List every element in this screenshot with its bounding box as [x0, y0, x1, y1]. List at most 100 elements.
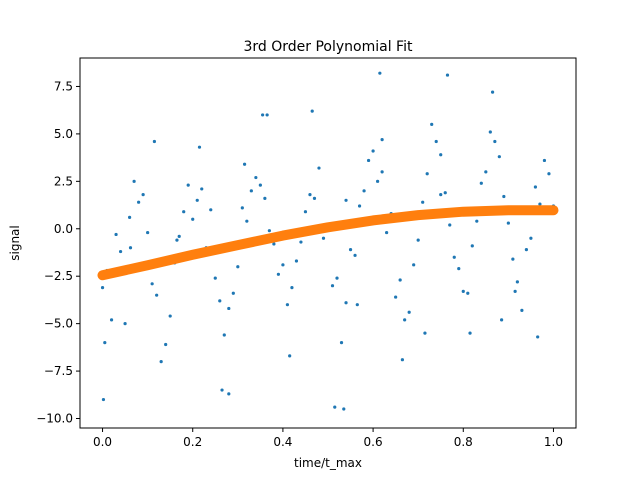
fit-curve	[97, 205, 559, 281]
scatter-point	[213, 276, 217, 280]
scatter-point	[385, 230, 389, 235]
scatter-point	[159, 359, 163, 364]
scatter-point	[182, 210, 186, 214]
scatter-point	[357, 204, 362, 208]
scatter-point	[288, 354, 292, 358]
scatter-point	[353, 253, 357, 257]
x-tick-label: 1.0	[544, 435, 563, 449]
y-tick-label: −10.0	[36, 412, 73, 426]
scatter-point	[457, 267, 461, 271]
scatter-point	[303, 210, 308, 214]
scatter-point	[231, 291, 235, 295]
scatter-point	[272, 242, 276, 246]
scatter-point	[461, 289, 465, 293]
scatter-point	[547, 172, 551, 176]
scatter-point	[276, 272, 280, 276]
y-axis-label: signal	[8, 225, 22, 261]
scatter-point	[118, 249, 123, 254]
scatter-point	[191, 217, 195, 221]
scatter-point	[439, 153, 443, 157]
scatter-point	[285, 303, 290, 307]
scatter-point	[378, 71, 382, 75]
scatter-point	[520, 308, 524, 312]
scatter-point	[312, 196, 317, 201]
scatter-point	[227, 306, 231, 311]
scatter-point	[452, 255, 456, 259]
scatter-point	[155, 293, 159, 297]
scatter-point	[421, 200, 425, 204]
scatter-point	[168, 314, 172, 318]
scatter-point	[258, 183, 262, 187]
scatter-point	[475, 219, 479, 223]
scatter-point	[380, 170, 384, 174]
scatter-point	[479, 181, 483, 185]
scatter-point	[109, 318, 114, 322]
scatter-point	[524, 248, 529, 252]
scatter-point	[538, 202, 542, 206]
scatter-point	[536, 335, 540, 339]
scatter-point	[506, 221, 510, 225]
scatter-point	[466, 291, 470, 295]
x-tick-label: 0.8	[454, 435, 473, 449]
scatter-point	[490, 90, 495, 94]
scatter-point	[511, 257, 515, 261]
scatter-point	[132, 179, 136, 183]
scatter-point	[488, 130, 492, 134]
y-tick-label: 7.5	[54, 79, 73, 93]
scatter-point	[242, 162, 247, 166]
y-tick-label: −7.5	[44, 364, 73, 378]
y-tick-label: 2.5	[54, 174, 73, 188]
scatter-point	[439, 193, 443, 197]
y-tick-label: −2.5	[44, 269, 73, 283]
scatter-point	[240, 206, 244, 210]
scatter-point	[533, 185, 538, 189]
scatter-point	[254, 175, 258, 180]
scatter-point	[376, 179, 380, 183]
fit-line	[97, 205, 559, 281]
scatter-point	[470, 244, 474, 248]
scatter-point	[380, 137, 384, 142]
scatter-point	[245, 219, 249, 223]
scatter-point	[398, 278, 402, 282]
chart-title: 3rd Order Polynomial Fit	[244, 39, 413, 55]
scatter-point	[468, 331, 472, 335]
scatter-point	[342, 407, 346, 411]
scatter-point	[344, 198, 348, 202]
x-tick-label: 0.4	[273, 435, 292, 449]
scatter-point	[114, 232, 118, 237]
scatter-point	[141, 193, 145, 197]
scatter-point	[263, 196, 267, 201]
scatter-point	[267, 229, 271, 233]
scatter-point	[310, 109, 314, 113]
scatter-points	[100, 71, 556, 411]
x-axis: 0.0 0.2 0.4 0.6 0.8 1.0	[93, 428, 563, 449]
scatter-point	[333, 405, 337, 409]
scatter-point	[186, 183, 190, 187]
scatter-point	[290, 285, 294, 290]
scatter-point	[412, 263, 416, 267]
scatter-point	[317, 166, 321, 170]
scatter-point	[348, 248, 353, 252]
scatter-point	[339, 341, 344, 345]
y-tick-label: −5.0	[44, 317, 73, 331]
scatter-point	[177, 234, 181, 238]
scatter-point	[137, 200, 141, 204]
scatter-point	[448, 223, 452, 227]
scatter-point	[502, 194, 506, 199]
scatter-point	[335, 276, 339, 280]
scatter-point	[218, 299, 222, 303]
scatter-point	[150, 282, 154, 286]
scatter-point	[281, 263, 285, 267]
scatter-point	[164, 342, 168, 347]
scatter-point	[344, 301, 348, 305]
scatter-point	[265, 113, 269, 117]
scatter-point	[371, 149, 375, 153]
scatter-point	[529, 236, 533, 240]
scatter-point	[434, 139, 438, 144]
y-axis: −10.0 −7.5 −5.0 −2.5 0.0 2.5 5.0 7.5	[36, 79, 80, 426]
scatter-point	[515, 280, 519, 284]
scatter-point	[416, 238, 420, 242]
y-tick-label: 5.0	[54, 127, 73, 141]
scatter-point	[500, 318, 504, 322]
